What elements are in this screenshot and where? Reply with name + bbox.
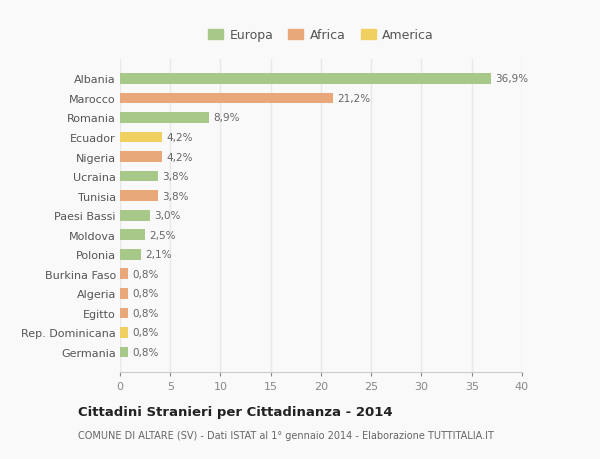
Bar	[120, 230, 145, 241]
Text: Cittadini Stranieri per Cittadinanza - 2014: Cittadini Stranieri per Cittadinanza - 2…	[78, 405, 392, 419]
Text: 2,5%: 2,5%	[149, 230, 176, 240]
Text: 0,8%: 0,8%	[132, 289, 158, 299]
Text: 21,2%: 21,2%	[337, 94, 370, 104]
Text: 0,8%: 0,8%	[132, 328, 158, 338]
Text: 0,8%: 0,8%	[132, 347, 158, 357]
Bar	[120, 269, 128, 280]
Bar	[120, 191, 158, 202]
Bar	[120, 327, 128, 338]
Bar	[120, 308, 128, 319]
Text: 3,8%: 3,8%	[162, 191, 189, 201]
Bar	[120, 74, 491, 84]
Bar	[120, 210, 150, 221]
Text: 2,1%: 2,1%	[145, 250, 172, 260]
Bar	[120, 249, 141, 260]
Bar	[120, 347, 128, 358]
Text: 36,9%: 36,9%	[495, 74, 528, 84]
Text: 4,2%: 4,2%	[166, 133, 193, 143]
Text: 3,8%: 3,8%	[162, 172, 189, 182]
Bar	[120, 171, 158, 182]
Text: 0,8%: 0,8%	[132, 269, 158, 279]
Legend: Europa, Africa, America: Europa, Africa, America	[205, 25, 437, 46]
Text: 4,2%: 4,2%	[166, 152, 193, 162]
Bar	[120, 132, 162, 143]
Bar	[120, 288, 128, 299]
Text: 3,0%: 3,0%	[154, 211, 181, 221]
Bar	[120, 113, 209, 123]
Text: 8,9%: 8,9%	[214, 113, 240, 123]
Bar	[120, 152, 162, 162]
Bar	[120, 93, 333, 104]
Text: COMUNE DI ALTARE (SV) - Dati ISTAT al 1° gennaio 2014 - Elaborazione TUTTITALIA.: COMUNE DI ALTARE (SV) - Dati ISTAT al 1°…	[78, 431, 494, 440]
Text: 0,8%: 0,8%	[132, 308, 158, 318]
